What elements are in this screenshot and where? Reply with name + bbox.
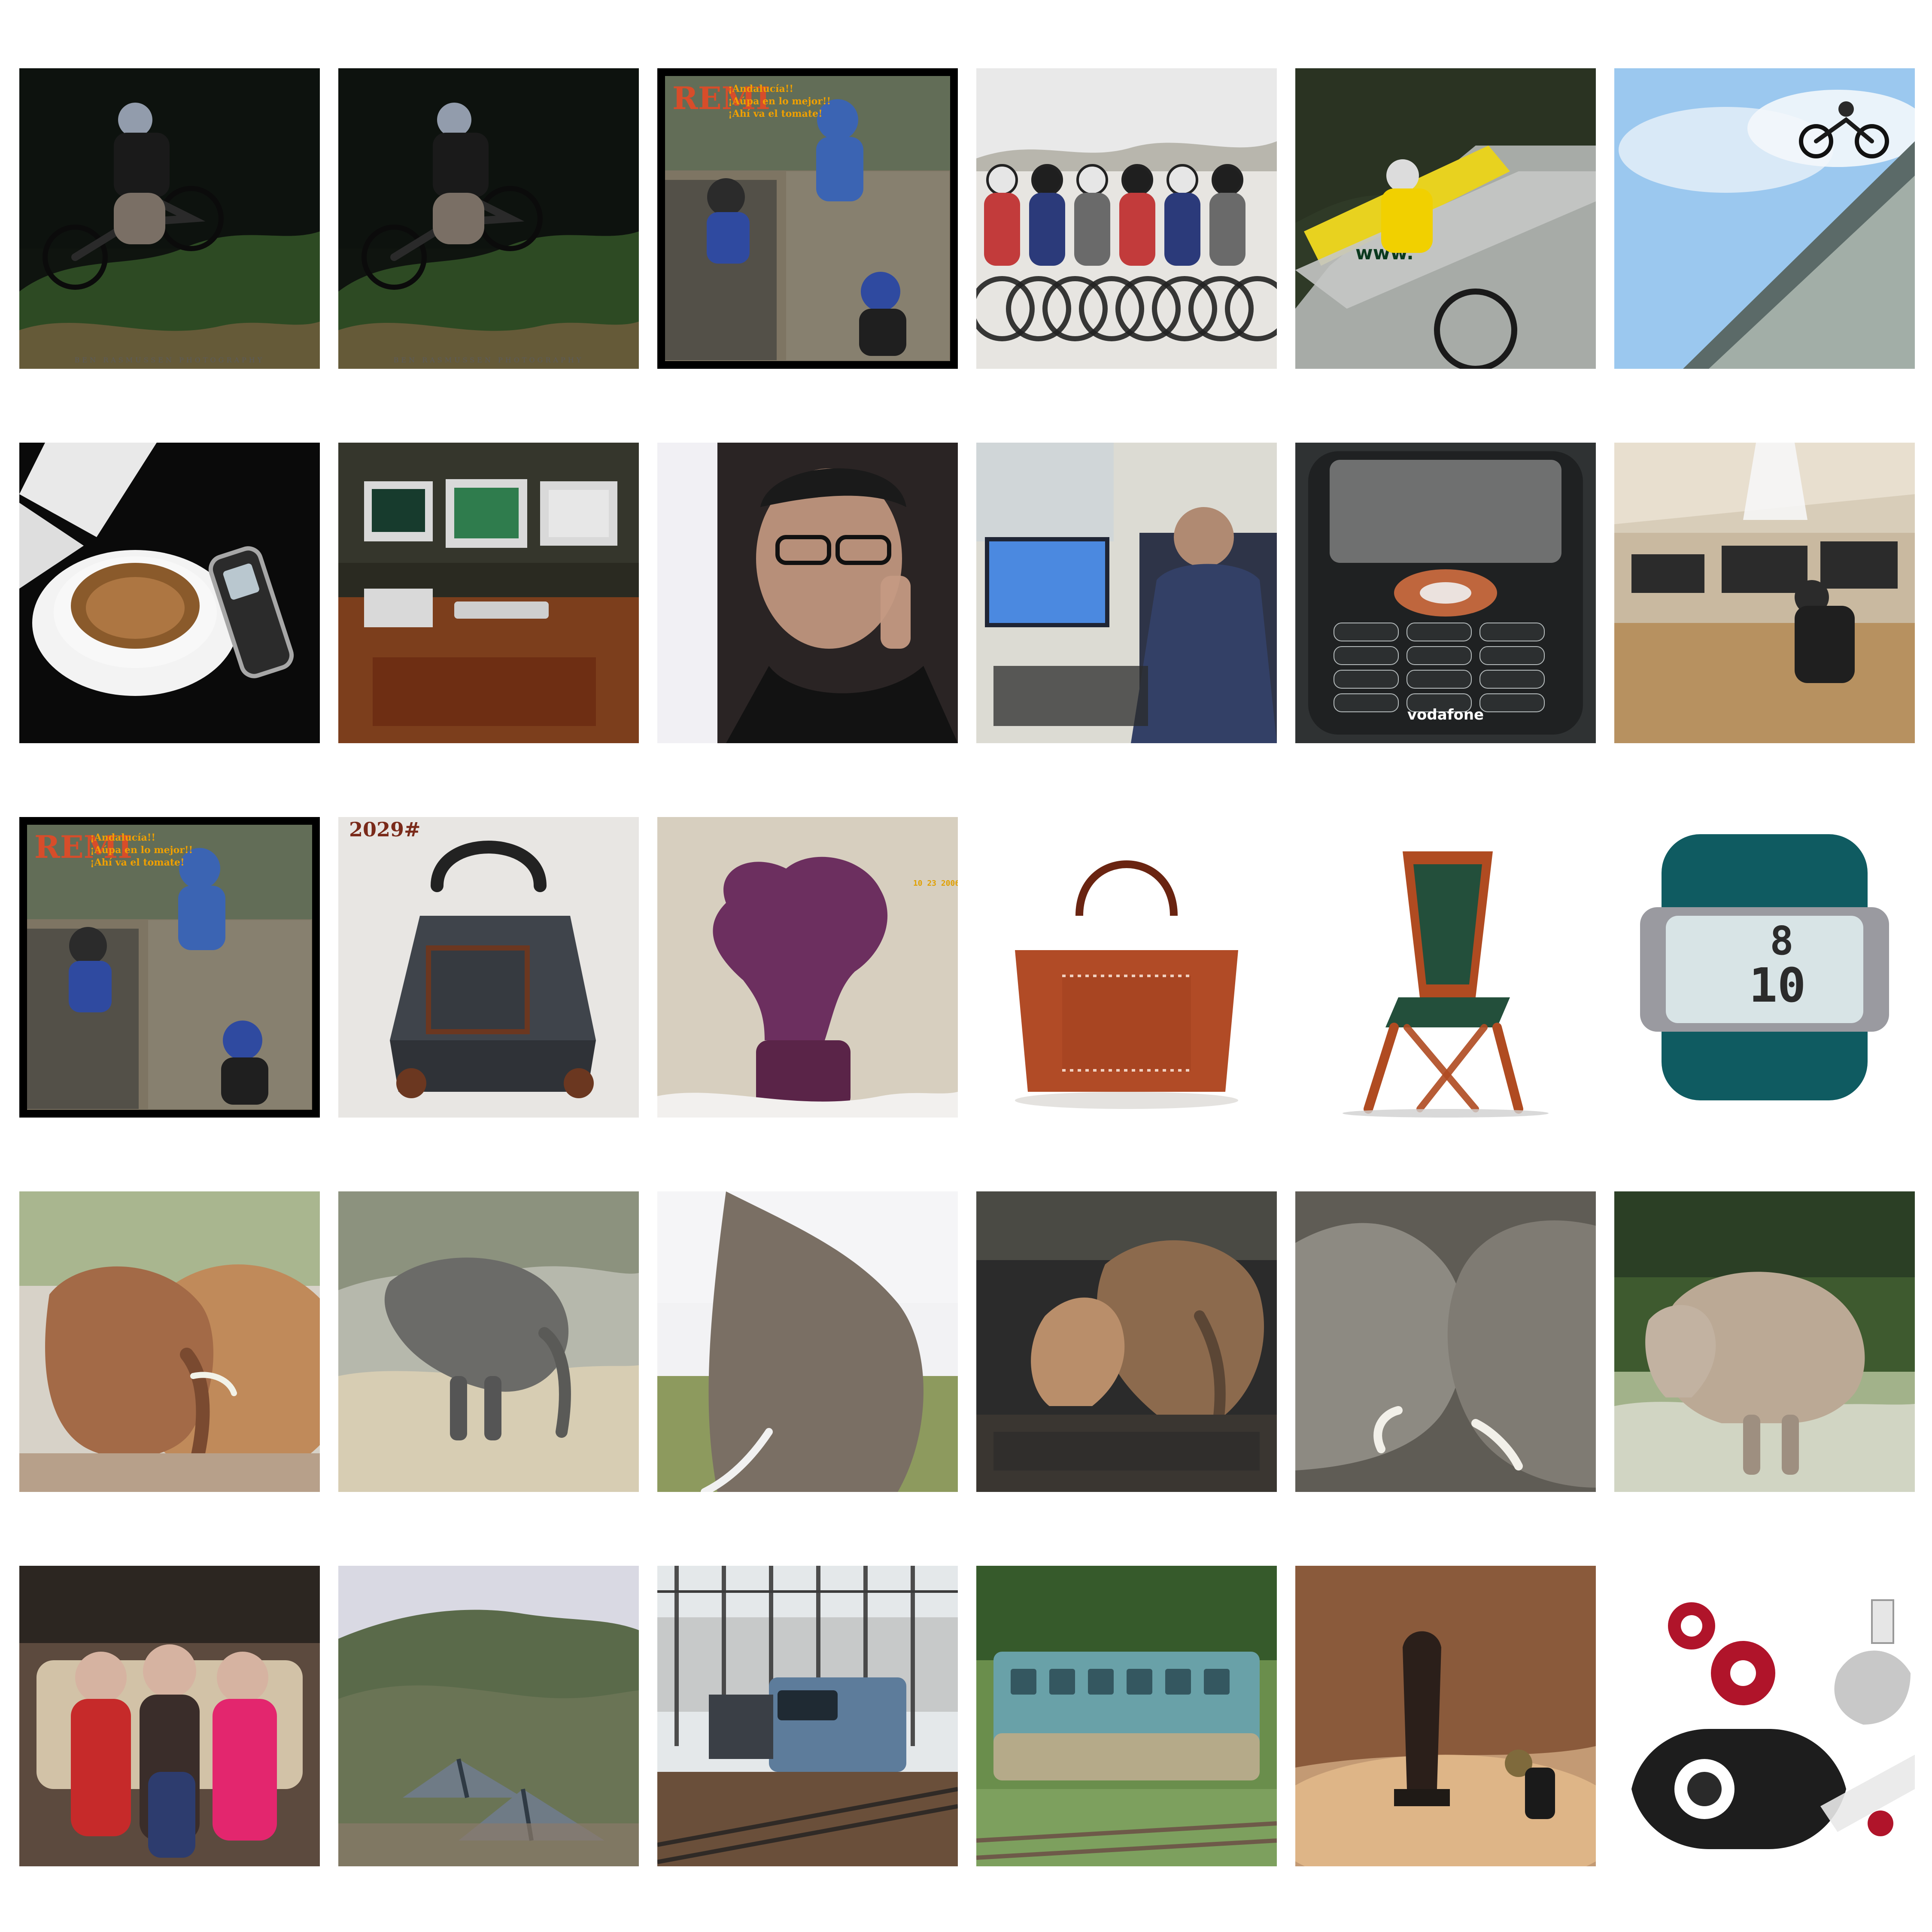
- image-tile-svg: [338, 1566, 639, 1866]
- svg-text:vodafone: vodafone: [1407, 706, 1484, 723]
- image-tile-three-girls: [19, 1566, 320, 1866]
- svg-text:8: 8: [1770, 918, 1793, 964]
- image-tile-bike-race-collage: REMI ¡Andalucía!! ¡Aúpa en lo mejor!! ¡Ahí …: [657, 68, 958, 369]
- image-tile-svg: [1614, 1566, 1915, 1866]
- svg-text:¡Andalucía!!: ¡Andalucía!!: [90, 832, 155, 843]
- image-tile-chair: [1295, 817, 1596, 1118]
- svg-text:10: 10: [1749, 958, 1806, 1013]
- image-tile-svg: [1295, 817, 1596, 1118]
- image-tile-svg: [976, 1191, 1277, 1492]
- image-tile-phone-keypad: vodafone: [1295, 443, 1596, 743]
- image-tile-two-elephants: [1295, 1191, 1596, 1492]
- image-tile-svg: BEN RASMUSSEN PHOTOGRAPHY: [19, 68, 320, 369]
- svg-text:REMI: REMI: [34, 829, 132, 865]
- image-tile-svg: vodafone: [1295, 443, 1596, 743]
- image-tile-svg: [338, 443, 639, 743]
- image-tile-svg: [19, 1191, 320, 1492]
- image-tile-svg: REMI¡Andalucía!! ¡Aúpa en lo mejor!!¡Ahí …: [657, 68, 958, 369]
- image-tile-svg: [657, 443, 958, 743]
- image-tile-disassembled-iron: [1614, 1566, 1915, 1866]
- image-tile-cyclists-start-line: [976, 68, 1277, 369]
- image-tile-bike-race-collage: REMI ¡Andalucía!! ¡Aúpa en lo mejor!! ¡Ahí …: [19, 817, 320, 1118]
- image-tile-svg: [19, 1566, 320, 1866]
- image-tile-mountain-biker-jump: BEN RASMUSSEN PHOTOGRAPHY: [19, 68, 320, 369]
- image-tile-elephant-museum: [976, 1191, 1277, 1492]
- image-tile-svg: 10 23 2006: [657, 817, 958, 1118]
- image-tile-svg: [976, 443, 1277, 743]
- image-tile-svg: [657, 1191, 958, 1492]
- image-tile-computer-desk: [338, 443, 639, 743]
- image-tile-svg: [1614, 443, 1915, 743]
- image-tile-svg: [657, 1566, 958, 1866]
- svg-text:10 23 2006: 10 23 2006: [913, 879, 958, 888]
- svg-text:¡Aúpa en lo mejor!!: ¡Aúpa en lo mejor!!: [728, 96, 831, 107]
- image-tile-svg: [976, 1566, 1277, 1866]
- image-tile-person-on-phone: [657, 443, 958, 743]
- image-tile-coffee-and-phone: [19, 443, 320, 743]
- image-tile-electric-locomotive: [976, 1566, 1277, 1866]
- image-tile-svg: [976, 68, 1277, 369]
- image-tile-svg: 2029#: [338, 817, 639, 1118]
- svg-text:REMI: REMI: [672, 80, 770, 116]
- image-tile-still-life: [1295, 1566, 1596, 1866]
- image-tile-freight-train: [657, 1566, 958, 1866]
- image-tile-elephant-road: [338, 1191, 639, 1492]
- image-tile-mitten: 10 23 2006: [657, 817, 958, 1118]
- image-tile-svg: 810: [1614, 817, 1915, 1118]
- image-tile-tents-hill: [338, 1566, 639, 1866]
- svg-text:¡Ahí va el tomate!: ¡Ahí va el tomate!: [728, 108, 823, 119]
- image-tile-office-room: [1614, 443, 1915, 743]
- image-tile-svg: BEN RASMUSSEN PHOTOGRAPHY: [338, 68, 639, 369]
- image-tile-leather-tote: [976, 817, 1277, 1118]
- svg-text:2029#: 2029#: [349, 818, 421, 841]
- image-tile-svg: [1295, 1191, 1596, 1492]
- svg-text:BEN RASMUSSEN PHOTOGRAPHY: BEN RASMUSSEN PHOTOGRAPHY: [75, 356, 265, 364]
- svg-text:¡Andalucía!!: ¡Andalucía!!: [728, 83, 793, 94]
- image-tile-svg: REMI¡Andalucía!!¡Aúpa en lo mejor!!¡Ahí …: [19, 817, 320, 1118]
- image-tile-biker-on-cliff: [1614, 68, 1915, 369]
- svg-text:¡Ahí va el tomate!: ¡Ahí va el tomate!: [90, 857, 185, 868]
- image-tile-svg: [1614, 68, 1915, 369]
- image-tile-watch: 8 10: [1614, 817, 1915, 1118]
- image-tile-mountain-biker-jump: BEN RASMUSSEN PHOTOGRAPHY: [338, 68, 639, 369]
- image-tile-elephant-closeup: [657, 1191, 958, 1492]
- svg-text:BEN RASMUSSEN PHOTOGRAPHY: BEN RASMUSSEN PHOTOGRAPHY: [394, 356, 584, 364]
- svg-text:¡Aúpa en lo mejor!!: ¡Aúpa en lo mejor!!: [90, 844, 193, 856]
- image-tile-svg: [338, 1191, 639, 1492]
- image-tile-svg: [1295, 1566, 1596, 1866]
- image-tile-elephant-rock: [19, 1191, 320, 1492]
- image-tile-elephants-zoo: [1614, 1191, 1915, 1492]
- image-tile-svg: [976, 817, 1277, 1118]
- image-tile-bag: 2029#: [338, 817, 639, 1118]
- image-tile-cyclist-stairs: www.: [1295, 68, 1596, 369]
- image-tile-svg: [19, 443, 320, 743]
- image-tile-man-at-computer: [976, 443, 1277, 743]
- image-tile-svg: [1614, 1191, 1915, 1492]
- image-tile-svg: www.: [1295, 68, 1596, 369]
